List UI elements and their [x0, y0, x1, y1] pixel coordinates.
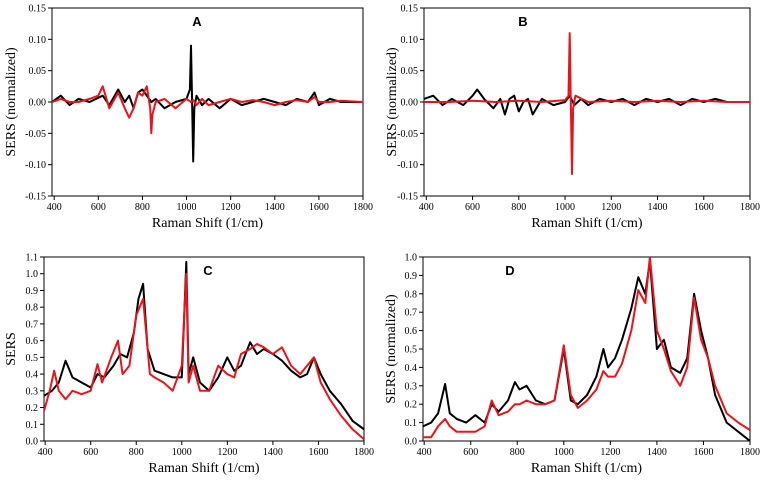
plot-frame — [43, 256, 365, 442]
y-axis-label: SERS (normalized) — [385, 47, 400, 157]
y-tick-label: 1.0 — [26, 269, 39, 280]
red-series-line — [44, 272, 364, 441]
x-tick-label: 1000 — [554, 447, 574, 458]
y-tick-label: 0.6 — [26, 336, 39, 347]
x-tick-label: 1600 — [693, 447, 713, 458]
x-tick-label: 1000 — [177, 202, 197, 213]
y-tick-label: 0.5 — [26, 353, 39, 364]
panel-d: 400 600 800 1000 1200 1400 1600 1800 0.0 0.1 0.2 0.… — [384, 253, 760, 477]
x-tick-label: 400 — [419, 202, 434, 213]
panel-letter: C — [203, 263, 213, 278]
x-tick-label: 600 — [83, 447, 98, 458]
y-tick-label: 0.2 — [405, 400, 418, 411]
black-series-line — [423, 259, 750, 441]
red-series-line — [424, 32, 750, 176]
y-tick-label: 0.8 — [26, 303, 39, 314]
y-tick-label: 0.00 — [401, 98, 419, 109]
x-tick-label: 400 — [38, 447, 53, 458]
panel-letter: A — [192, 14, 202, 29]
x-tick-label: 1800 — [354, 447, 374, 458]
red-series-line — [52, 85, 363, 135]
panel-letter: D — [505, 263, 514, 278]
y-tick-label: 0.4 — [26, 370, 39, 381]
black-series-line — [44, 261, 364, 431]
y-tick-label: 0.2 — [26, 403, 39, 414]
x-tick-label: 600 — [465, 202, 480, 213]
y-tick-label: 0.05 — [29, 66, 47, 77]
y-tick-label: 0.15 — [29, 4, 47, 15]
y-tick-label: 0.10 — [401, 35, 419, 46]
y-tick-label: 0.9 — [405, 271, 418, 282]
x-axis-label: Raman Shift (1/cm) — [148, 461, 260, 476]
x-tick-label: 800 — [511, 202, 526, 213]
x-axis-label: Raman Shift (1/cm) — [152, 216, 264, 231]
black-series-line — [424, 88, 750, 116]
x-tick-label: 600 — [463, 447, 478, 458]
y-tick-label: 1.0 — [405, 253, 418, 264]
black-series-line — [52, 44, 363, 163]
x-tick-label: 1000 — [555, 202, 575, 213]
y-tick-label: 0.05 — [401, 66, 419, 77]
x-axis-label: Raman Shift (1/cm) — [531, 216, 643, 231]
y-tick-label: 0.4 — [405, 363, 418, 374]
x-tick-label: 1200 — [217, 447, 237, 458]
plot-frame — [51, 7, 364, 197]
y-tick-label: -0.10 — [25, 160, 46, 171]
x-tick-label: 1600 — [694, 202, 714, 213]
x-tick-label: 1400 — [263, 447, 283, 458]
x-tick-label: 1400 — [265, 202, 285, 213]
y-tick-label: 0.8 — [405, 289, 418, 300]
y-tick-label: -0.15 — [25, 192, 46, 203]
x-tick-label: 800 — [510, 447, 525, 458]
y-tick-label: 0.0 — [26, 437, 39, 448]
x-tick-label: 1200 — [600, 447, 620, 458]
x-axis-label: Raman Shift (1/cm) — [531, 461, 643, 476]
y-tick-label: 0.7 — [405, 308, 418, 319]
x-tick-label: 1800 — [740, 447, 760, 458]
y-tick-label: -0.05 — [25, 129, 46, 140]
x-tick-label: 1800 — [353, 202, 373, 213]
x-tick-label: 600 — [91, 202, 106, 213]
x-tick-label: 800 — [135, 202, 150, 213]
x-tick-label: 1200 — [221, 202, 241, 213]
red-series-line — [423, 257, 750, 439]
y-tick-label: -0.05 — [397, 129, 418, 140]
x-tick-label: 1600 — [309, 202, 329, 213]
y-tick-label: 0.1 — [26, 420, 39, 431]
y-tick-label: 0.00 — [29, 98, 47, 109]
x-tick-label: 1400 — [647, 447, 667, 458]
y-tick-label: 0.3 — [26, 386, 39, 397]
panel-a: 400 600 800 1000 1200 1400 1600 1800 -0.15 -0.10 -… — [4, 4, 373, 232]
y-axis-label: SERS (normalized) — [384, 294, 399, 404]
x-tick-label: 1400 — [648, 202, 668, 213]
x-tick-label: 1000 — [172, 447, 192, 458]
panel-letter: B — [518, 14, 527, 29]
y-tick-label: 0.1 — [405, 418, 418, 429]
y-tick-label: 0.5 — [405, 345, 418, 356]
panel-c: 400 600 800 1000 1200 1400 1600 1800 0.0 0.1 0.2 0.… — [4, 253, 374, 477]
y-tick-label: 0.6 — [405, 326, 418, 337]
y-tick-label: -0.15 — [397, 192, 418, 203]
y-tick-label: 0.7 — [26, 319, 39, 330]
y-axis-label: SERS — [4, 332, 19, 365]
x-tick-label: 400 — [47, 202, 62, 213]
y-tick-label: 0.15 — [401, 4, 419, 15]
y-tick-label: 0.9 — [26, 286, 39, 297]
x-tick-label: 1200 — [601, 202, 621, 213]
y-axis-label: SERS (normalized) — [4, 47, 19, 157]
x-tick-label: 1800 — [740, 202, 760, 213]
y-tick-label: -0.10 — [397, 160, 418, 171]
x-tick-label: 800 — [129, 447, 144, 458]
y-tick-label: 0.10 — [29, 35, 47, 46]
y-tick-label: 1.1 — [26, 253, 39, 264]
plot-frame — [422, 256, 751, 442]
x-tick-label: 1600 — [308, 447, 328, 458]
x-tick-label: 400 — [417, 447, 432, 458]
panel-b: 400 600 800 1000 1200 1400 1600 1800 -0.15 -0.10 -… — [385, 4, 760, 232]
y-tick-label: 0.0 — [405, 437, 418, 448]
y-tick-label: 0.3 — [405, 381, 418, 392]
